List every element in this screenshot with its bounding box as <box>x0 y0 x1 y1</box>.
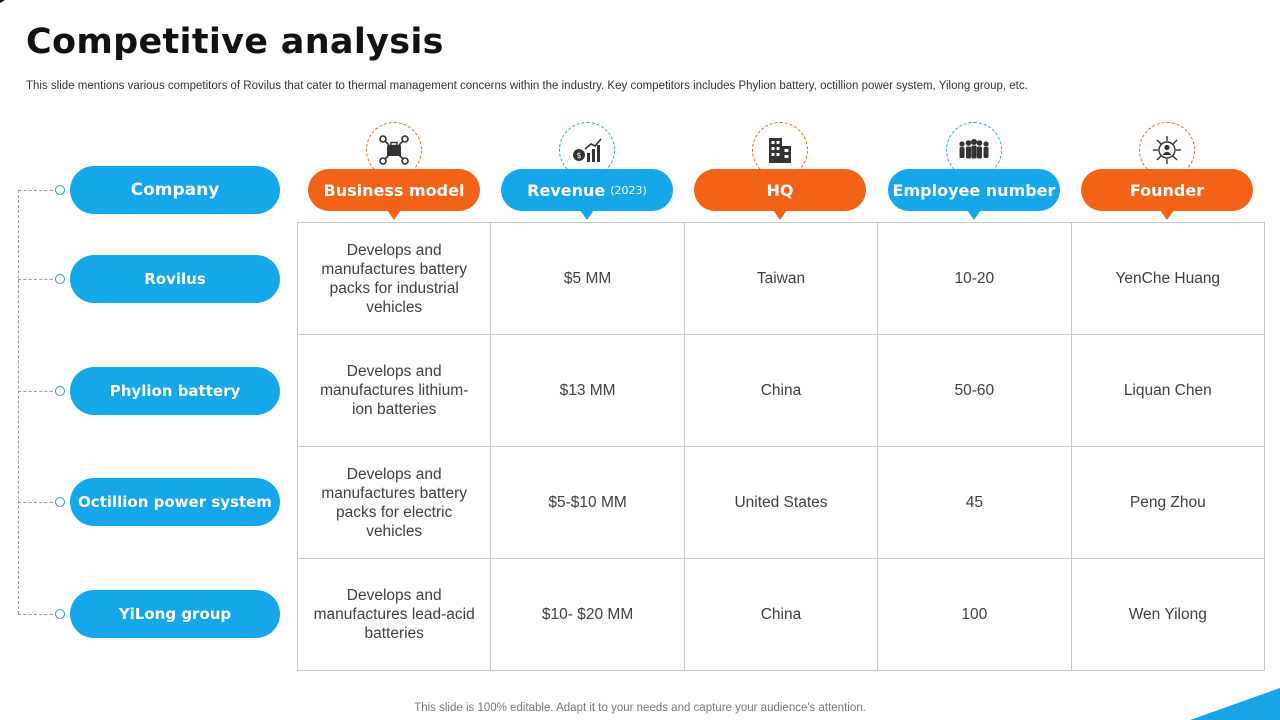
company-pill-yilong: YiLong group <box>70 590 280 638</box>
column-header-label: Founder <box>1129 180 1205 200</box>
table-row: Develops and manufactures battery packs … <box>296 446 1266 559</box>
svg-text:$: $ <box>576 151 581 160</box>
founder-network-icon <box>1153 136 1181 164</box>
connector-dot <box>55 386 65 396</box>
table-row: Develops and manufactures battery packs … <box>296 222 1266 335</box>
column-header-revenue: Revenue (2023) <box>501 169 673 220</box>
table-cell: 50-60 <box>877 334 1072 447</box>
corner-decoration-triangle <box>1190 688 1280 720</box>
table-cell: Develops and manufactures battery packs … <box>296 222 492 335</box>
network-briefcase-icon <box>379 135 409 165</box>
column-header-suffix: (2023) <box>610 183 647 197</box>
connector-line <box>18 190 19 614</box>
page-title: Competitive analysis <box>26 22 444 62</box>
business-model-icon-circle <box>366 122 422 178</box>
table-cell: $10- $20 MM <box>490 558 685 671</box>
company-header-pill: Company <box>70 166 280 214</box>
table-cell: YenChe Huang <box>1070 222 1266 335</box>
page-subtitle: This slide mentions various competitors … <box>26 80 1028 92</box>
company-pill-rovilus: Rovilus <box>70 255 280 303</box>
column-header-label: Employee number <box>892 180 1056 200</box>
table-cell: China <box>683 334 879 447</box>
people-group-icon <box>959 139 989 159</box>
column-header-employee-number: Employee number <box>888 169 1060 220</box>
building-icon <box>769 138 791 163</box>
table-cell: Wen Yilong <box>1070 558 1266 671</box>
table-cell: Develops and manufactures lithium-ion ba… <box>296 334 492 447</box>
footer-note: This slide is 100% editable. Adapt it to… <box>414 702 866 714</box>
column-header-founder: Founder <box>1081 169 1253 220</box>
company-pill-octillion: Octillion power system <box>70 478 280 526</box>
column-header-business-model: Business model <box>308 169 480 220</box>
corner-decoration-stripe <box>0 0 69 19</box>
connector-dot <box>55 497 65 507</box>
table-cell: Develops and manufactures battery packs … <box>296 446 492 559</box>
hq-icon-circle <box>752 122 808 178</box>
table-cell: China <box>683 558 879 671</box>
table-cell: 100 <box>877 558 1072 671</box>
company-pill-phylion: Phylion battery <box>70 367 280 415</box>
connector-branch <box>18 391 58 392</box>
table-row: Develops and manufactures lithium-ion ba… <box>296 334 1266 447</box>
table-cell: Liquan Chen <box>1070 334 1266 447</box>
connector-dot <box>55 274 65 284</box>
connector-branch <box>18 614 58 615</box>
table-cell: $5-$10 MM <box>490 446 685 559</box>
table-cell: Develops and manufactures lead-acid batt… <box>296 558 492 671</box>
table-cell: United States <box>683 446 879 559</box>
connector-branch <box>18 190 58 191</box>
table-cell: $13 MM <box>490 334 685 447</box>
connector-branch <box>18 279 58 280</box>
table-cell: $5 MM <box>490 222 685 335</box>
column-header-label: Business model <box>323 180 465 200</box>
column-header-hq: HQ <box>694 169 866 220</box>
table-cell: Taiwan <box>683 222 879 335</box>
table-cell: 10-20 <box>877 222 1072 335</box>
money-chart-icon: $ <box>573 138 602 162</box>
connector-branch <box>18 502 58 503</box>
competitor-table: Develops and manufactures battery packs … <box>296 222 1266 671</box>
founder-icon-circle <box>1139 122 1195 178</box>
table-row: Develops and manufactures lead-acid batt… <box>296 558 1266 671</box>
revenue-icon-circle: $ <box>559 122 615 178</box>
table-cell: Peng Zhou <box>1070 446 1266 559</box>
connector-dot <box>55 609 65 619</box>
column-header-label: HQ <box>766 180 794 200</box>
connector-dot <box>55 185 65 195</box>
table-cell: 45 <box>877 446 1072 559</box>
column-header-label: Revenue <box>527 180 606 200</box>
